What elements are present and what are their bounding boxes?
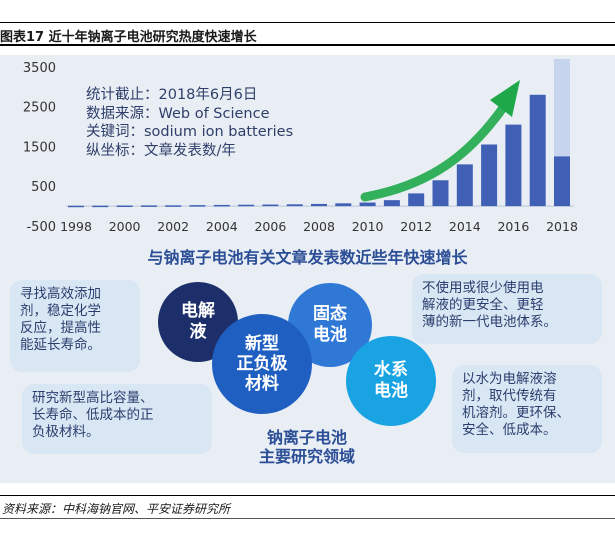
center-label-line: 主要研究领域 (258, 447, 355, 466)
title-rule (0, 44, 615, 46)
data-bar (116, 205, 133, 208)
growth-arrow (360, 100, 510, 202)
callout-aqueous: 以水为电解液溶 剂，取代传统有 机溶剂。更环保、 安全、低成本。 (452, 365, 602, 453)
info-line-cutoff: 统计截止：2018年6月6日 (86, 87, 258, 103)
callout-aqueous-line: 以水为电解液溶 (462, 371, 557, 387)
data-bar (238, 204, 255, 207)
x-tick-label: 1998 (60, 219, 92, 234)
y-tick-label: 1500 (23, 140, 56, 155)
circle-electrode-line: 正负极 (236, 354, 288, 374)
circle-aqueous-line: 电池 (374, 381, 408, 401)
circle-aqueous: 水系 电池 (346, 336, 436, 426)
data-bar (189, 205, 206, 207)
data-bar (359, 202, 376, 207)
callout-aqueous-line: 剂，取代传统有 (462, 388, 557, 404)
x-tick-label: 2006 (254, 219, 286, 234)
x-tick-label: 2010 (352, 219, 384, 234)
info-line-yaxis: 纵坐标：文章发表数/年 (86, 142, 236, 159)
circle-electrolyte-line: 液 (189, 322, 207, 342)
y-tick-label: -500 (26, 220, 56, 235)
callout-additive: 寻找高效添加 剂，稳定化学 反应，提高性 能延长寿命。 (10, 280, 140, 372)
circle-electrode-line: 新型 (245, 334, 279, 354)
x-tick-label: 2000 (109, 219, 141, 234)
x-tick-label: 2016 (497, 219, 529, 234)
circle-electrode-line: 材料 (245, 374, 279, 394)
x-tick-label: 2004 (206, 219, 238, 234)
callout-cathode: 研究新型高比容量、 长寿命、低成本的正 负极材料。 (22, 384, 212, 454)
x-tick-label: 2014 (449, 219, 481, 234)
callout-solid-state: 不使用或很少使用电 解液的更安全、更轻 薄的新一代电池体系。 (412, 274, 602, 344)
callout-cathode-line: 负极材料。 (32, 424, 100, 440)
circle-electrode: 新型 正负极 材料 (212, 314, 312, 414)
circle-electrolyte-line: 电解 (181, 301, 215, 321)
data-bar (262, 204, 279, 207)
data-bar (505, 124, 522, 207)
callout-aqueous-line: 机溶剂。更环保、 (462, 405, 570, 421)
callout-solid-state-line: 不使用或很少使用电 (422, 280, 544, 296)
data-bar (165, 205, 182, 207)
data-bar (213, 204, 230, 207)
growth-arrow-head (490, 80, 520, 117)
chart-caption: 与钠离子电池有关文章发表数近些年快速增长 (147, 248, 468, 267)
data-bar (408, 193, 425, 207)
y-tick-label: 2500 (23, 101, 56, 116)
data-bar (92, 205, 109, 208)
y-tick-label: 3500 (23, 61, 56, 76)
info-line-keywords: 关键词：sodium ion batteries (86, 124, 294, 140)
data-bar (286, 204, 303, 207)
x-tick-label: 2018 (546, 219, 578, 234)
data-bar (68, 205, 84, 208)
data-bar (529, 94, 546, 207)
publication-bar-chart: -500 500 1500 2500 3500 1998 2000 2002 2004 2006 2… (23, 59, 578, 235)
callout-solid-state-line: 薄的新一代电池体系。 (422, 314, 557, 330)
data-bar (335, 203, 352, 207)
source-note: 资料来源：中科海钠官网、平安证券研究所 (2, 502, 231, 516)
circle-aqueous-line: 水系 (374, 360, 408, 380)
callout-additive-line: 剂，稳定化学 (20, 303, 101, 319)
info-box: 统计截止：2018年6月6日 数据来源：Web of Science 关键词：s… (86, 86, 293, 160)
bottom-rule (0, 518, 615, 519)
data-bar (432, 180, 449, 207)
callout-solid-state-line: 解液的更安全、更轻 (422, 297, 544, 313)
x-tick-label: 2012 (400, 219, 432, 234)
circle-solid-state-line: 电池 (313, 325, 347, 345)
data-bar (456, 164, 473, 207)
info-line-source: 数据来源：Web of Science (86, 105, 270, 122)
center-label: 钠离子电池 主要研究领域 (222, 428, 392, 466)
x-tick-label: 2002 (157, 219, 189, 234)
callout-aqueous-line: 安全、低成本。 (462, 422, 557, 438)
callout-additive-line: 能延长寿命。 (20, 337, 101, 353)
callout-additive-line: 反应，提高性 (20, 320, 101, 336)
source-rule (0, 495, 615, 496)
top-rule (0, 22, 615, 23)
callout-cathode-line: 长寿命、低成本的正 (32, 407, 154, 423)
data-bar (554, 156, 570, 207)
data-bar (311, 203, 327, 207)
data-bar (481, 144, 498, 207)
circle-solid-state-line: 固态 (313, 304, 347, 324)
x-tick-label: 2008 (303, 219, 335, 234)
figure-title: 图表17 近十年钠离子电池研究热度快速增长 (0, 30, 257, 45)
center-label-line: 钠离子电池 (266, 428, 347, 447)
data-bar (140, 205, 157, 207)
callout-cathode-line: 研究新型高比容量、 (32, 390, 154, 406)
data-bar (383, 200, 400, 207)
callout-additive-line: 寻找高效添加 (20, 286, 101, 302)
y-tick-label: 500 (31, 180, 56, 195)
